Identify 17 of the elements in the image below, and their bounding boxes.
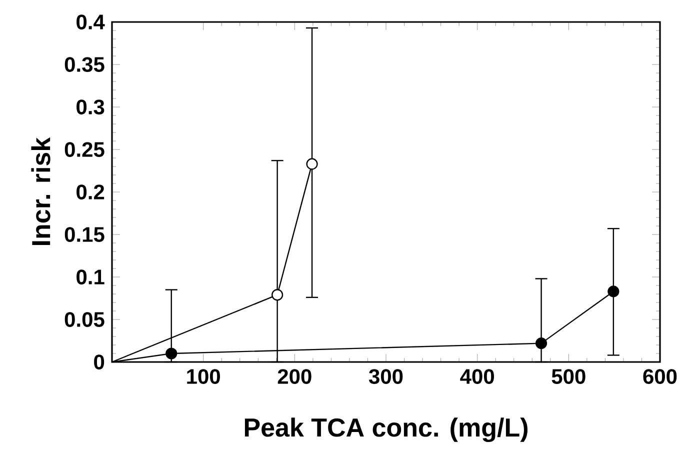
y-tick-label: 0.35 (64, 57, 104, 72)
y-tick-label: 0.1 (76, 270, 104, 284)
y-tick-label: 0.3 (76, 100, 104, 114)
x-tick-label: 600 (643, 369, 677, 384)
y-tick-label: 0.25 (64, 142, 104, 157)
y-tick-label: 0 (94, 354, 104, 370)
x-tick-label: 200 (278, 369, 312, 384)
y-tick-label: 0.15 (64, 227, 104, 242)
x-axis-title: Peak TCA conc. (mg/L) (244, 418, 528, 442)
x-tick-label: 500 (552, 369, 586, 384)
x-tick-label: 300 (368, 369, 403, 384)
y-tick-label: 0.2 (76, 184, 104, 200)
y-axis-title: Incr. risk (31, 137, 50, 245)
y-tick-label: 0.05 (64, 312, 104, 327)
x-tick-label: 400 (460, 369, 494, 384)
x-tick-label: 100 (187, 369, 220, 384)
y-tick-label: 0.4 (76, 14, 105, 30)
